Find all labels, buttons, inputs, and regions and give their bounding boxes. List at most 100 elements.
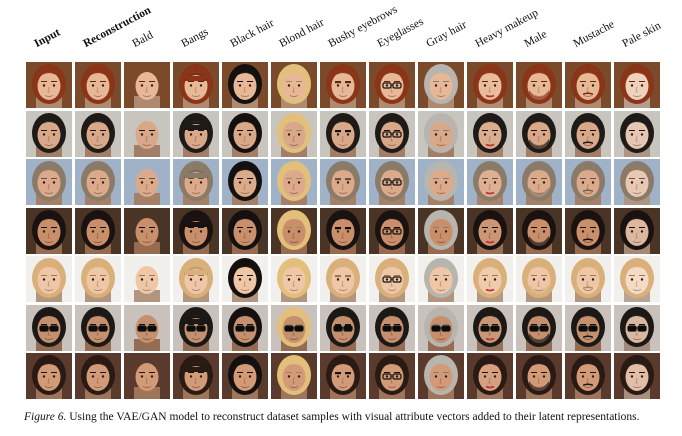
face-image (26, 353, 72, 399)
face-image (614, 159, 660, 205)
face-image (124, 159, 170, 205)
face-image (418, 207, 464, 254)
face-image (26, 256, 72, 302)
face-image (173, 353, 219, 399)
column-label-bald: Bald (130, 29, 156, 50)
face-image (26, 62, 72, 108)
face-image (418, 62, 464, 108)
face-image (369, 62, 415, 108)
face-image (26, 159, 72, 205)
face-image (271, 304, 317, 351)
face-image (369, 304, 415, 351)
face-image (467, 304, 513, 351)
face-image (271, 110, 317, 157)
face-image (124, 110, 170, 157)
face-image (173, 110, 219, 157)
column-label-bangs: Bangs (179, 25, 211, 50)
column-label-gray-hair: Gray hair (424, 18, 469, 50)
face-image (467, 159, 513, 205)
column-label-black-hair: Black hair (228, 17, 277, 50)
face-image (75, 353, 121, 399)
face-image (173, 159, 219, 205)
face-image (271, 62, 317, 108)
face-image (614, 256, 660, 302)
face-image (614, 353, 660, 399)
face-image (516, 159, 562, 205)
face-image (75, 62, 121, 108)
figure-caption: Figure 6. Using the VAE/GAN model to rec… (24, 411, 672, 423)
face-image (565, 159, 611, 205)
face-image (467, 62, 513, 108)
face-image (565, 62, 611, 108)
face-image (26, 207, 72, 254)
face-image (516, 256, 562, 302)
face-image (173, 256, 219, 302)
face-image (320, 256, 366, 302)
face-image (565, 304, 611, 351)
face-image (369, 353, 415, 399)
face-image (75, 207, 121, 254)
face-image (320, 207, 366, 254)
column-label-male: Male (522, 28, 549, 50)
face-image (124, 62, 170, 108)
face-image (320, 304, 366, 351)
face-image (418, 304, 464, 351)
face-image (369, 159, 415, 205)
face-image (369, 207, 415, 254)
face-image (565, 256, 611, 302)
face-image (369, 110, 415, 157)
face-image (222, 159, 268, 205)
face-image (614, 304, 660, 351)
face-image (271, 256, 317, 302)
face-image (320, 353, 366, 399)
face-image (467, 353, 513, 399)
face-image (222, 207, 268, 254)
face-image (565, 353, 611, 399)
face-image (173, 62, 219, 108)
face-image (222, 256, 268, 302)
face-image (222, 353, 268, 399)
face-image (271, 207, 317, 254)
face-image (418, 110, 464, 157)
face-image (467, 110, 513, 157)
face-image (565, 110, 611, 157)
face-image (565, 207, 611, 254)
face-image (614, 207, 660, 254)
column-label-mustache: Mustache (571, 18, 617, 50)
face-image (418, 256, 464, 302)
face-image (173, 304, 219, 351)
column-label-blond-hair: Blond hair (277, 16, 327, 50)
face-image (26, 110, 72, 157)
column-label-input: Input (32, 26, 63, 50)
face-image (320, 62, 366, 108)
face-image (516, 304, 562, 351)
face-image (320, 110, 366, 157)
face-image (467, 256, 513, 302)
face-image (173, 207, 219, 254)
face-image (516, 207, 562, 254)
face-image (222, 304, 268, 351)
face-image (516, 353, 562, 399)
face-image (26, 304, 72, 351)
face-image (75, 256, 121, 302)
face-image (271, 159, 317, 205)
face-image (222, 110, 268, 157)
face-image (75, 159, 121, 205)
face-image (271, 353, 317, 399)
face-image (467, 207, 513, 254)
face-image (516, 62, 562, 108)
column-label-pale-skin: Pale skin (620, 19, 663, 50)
caption-text: Using the VAE/GAN model to reconstruct d… (69, 411, 640, 423)
face-image (124, 353, 170, 399)
face-image (516, 110, 562, 157)
face-image (614, 62, 660, 108)
face-image (369, 256, 415, 302)
face-image (75, 110, 121, 157)
face-image (418, 159, 464, 205)
face-image (124, 256, 170, 302)
face-image (222, 62, 268, 108)
face-image (418, 353, 464, 399)
face-image (75, 304, 121, 351)
face-image (124, 304, 170, 351)
